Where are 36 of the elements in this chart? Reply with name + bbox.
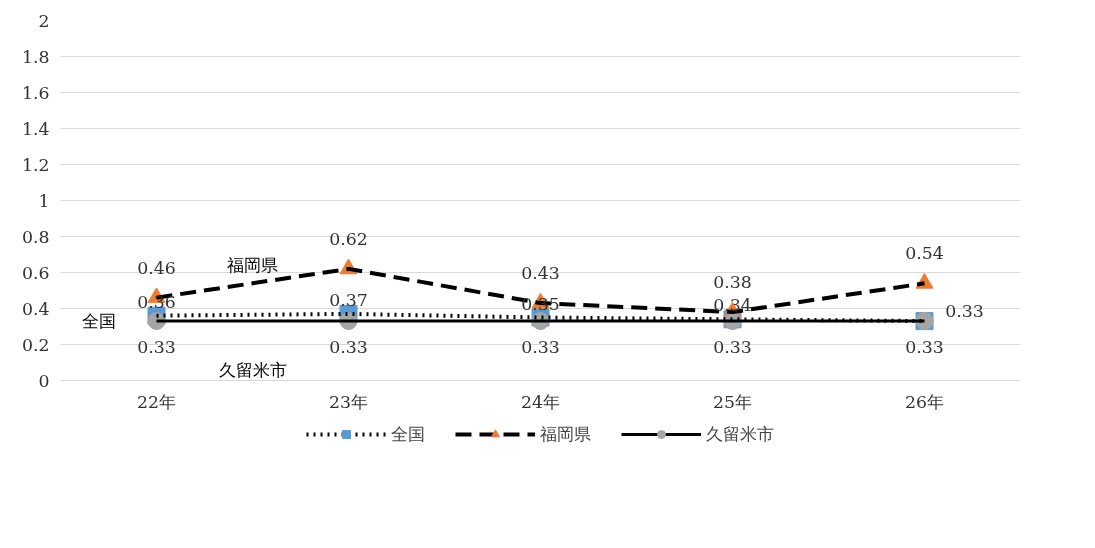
data-label: 0.38 [713, 272, 752, 293]
y-tick-label: 1 [38, 190, 50, 211]
data-label: 0.54 [905, 243, 944, 264]
data-label: 0.34 [713, 295, 752, 316]
data-label: 0.36 [137, 291, 176, 312]
annotation: 福岡県 [227, 255, 278, 276]
x-tick-label: 25年 [712, 391, 753, 412]
data-label: 0.33 [521, 337, 560, 358]
annotation: 久留米市 [218, 359, 287, 380]
y-tick-label: 1.6 [21, 82, 50, 103]
y-tick-label: 0 [38, 370, 50, 391]
y-tick-label: 0.2 [21, 334, 50, 355]
x-tick-label: 23年 [328, 391, 369, 412]
y-tick-label: 1.8 [21, 46, 50, 67]
data-label: 0.33 [905, 337, 944, 358]
x-tick-label: 24年 [520, 391, 561, 412]
legend-label: 福岡県 [540, 423, 591, 446]
y-tick-label: 0.4 [21, 298, 50, 319]
x-tick-label: 26年 [904, 391, 945, 412]
data-label: 0.33 [137, 337, 176, 358]
data-label: 0.43 [521, 263, 560, 284]
y-tick-label: 1.2 [21, 154, 50, 175]
x-tick-label: 22年 [136, 391, 177, 412]
y-tick-label: 2 [38, 10, 50, 31]
y-tick-label: 1.4 [21, 118, 50, 139]
data-label: 0.33 [713, 337, 752, 358]
data-label: 0.33 [945, 301, 984, 322]
data-label: 0.46 [137, 257, 176, 278]
annotation: 全国 [81, 311, 116, 332]
y-tick-label: 0.8 [21, 226, 50, 247]
y-tick-label: 0.6 [21, 262, 50, 283]
data-label: 0.33 [329, 337, 368, 358]
data-label: 0.37 [329, 289, 368, 310]
legend-label: 全国 [391, 423, 425, 446]
data-label: 0.62 [329, 228, 368, 249]
legend-label: 久留米市 [706, 423, 774, 446]
